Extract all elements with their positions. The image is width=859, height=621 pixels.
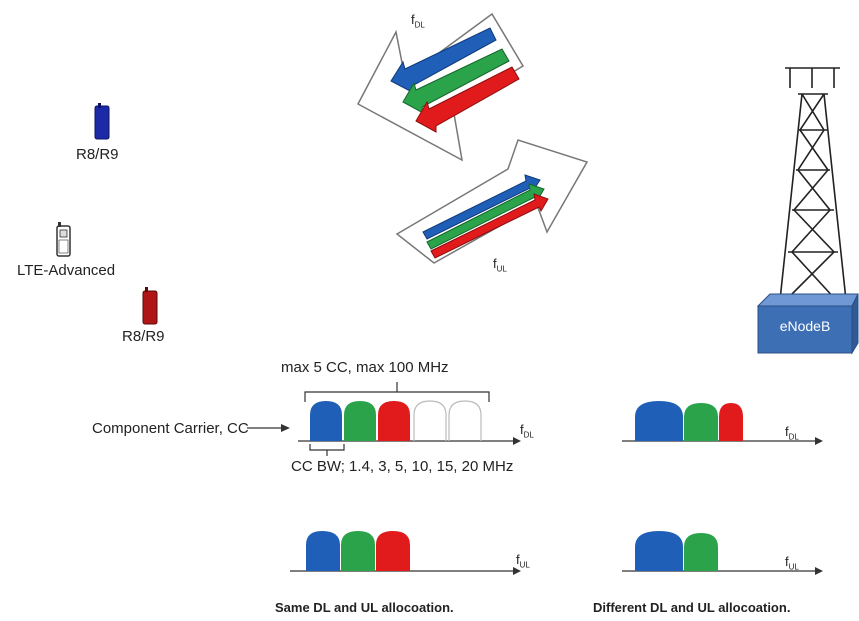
diff-ul-carriers: [635, 531, 718, 571]
dl-blue-arrow: [390, 27, 497, 93]
dl-arrow-label: fDL: [411, 12, 425, 30]
tower: [779, 67, 847, 301]
max-cc-brace: [304, 382, 490, 402]
device-label-lte-advanced: LTE-Advanced: [17, 262, 116, 279]
same-ul-carriers: [306, 531, 410, 571]
same-ul-axis-label: fUL: [516, 552, 530, 570]
ul-green-arrow: [426, 183, 545, 250]
ul-red-arrow: [430, 193, 549, 259]
same-allocation-caption: Same DL and UL allocoation.: [275, 600, 454, 615]
phone-r8-top: [94, 103, 110, 140]
device-label-r8-bottom: R8/R9: [122, 328, 165, 345]
different-allocation-caption: Different DL and UL allocoation.: [593, 600, 791, 615]
diff-dl-axis-label: fDL: [785, 424, 799, 442]
dl-red-arrow: [415, 66, 520, 133]
same-dl-carriers: [310, 400, 482, 441]
ul-arrow-label: fUL: [493, 256, 507, 274]
dl-green-arrow: [402, 48, 510, 114]
diff-dl-carriers: [635, 401, 743, 441]
diff-ul-axis-label: fUL: [785, 554, 799, 572]
cc-bw-bracket: [309, 444, 345, 456]
enodeb-box: [756, 293, 859, 355]
cc-bw-label: CC BW; 1.4, 3, 5, 10, 15, 20 MHz: [291, 458, 514, 475]
component-carrier-label: Component Carrier, CC: [92, 420, 249, 437]
enodeb-label: eNodeB: [779, 318, 831, 334]
phone-lte-advanced: [56, 222, 71, 257]
same-dl-axis-label: fDL: [520, 422, 534, 440]
cc-pointer-arrow: [247, 424, 290, 432]
max-cc-label: max 5 CC, max 100 MHz: [281, 359, 449, 376]
device-label-r8-top: R8/R9: [76, 146, 119, 163]
phone-r8-bottom: [142, 287, 158, 325]
